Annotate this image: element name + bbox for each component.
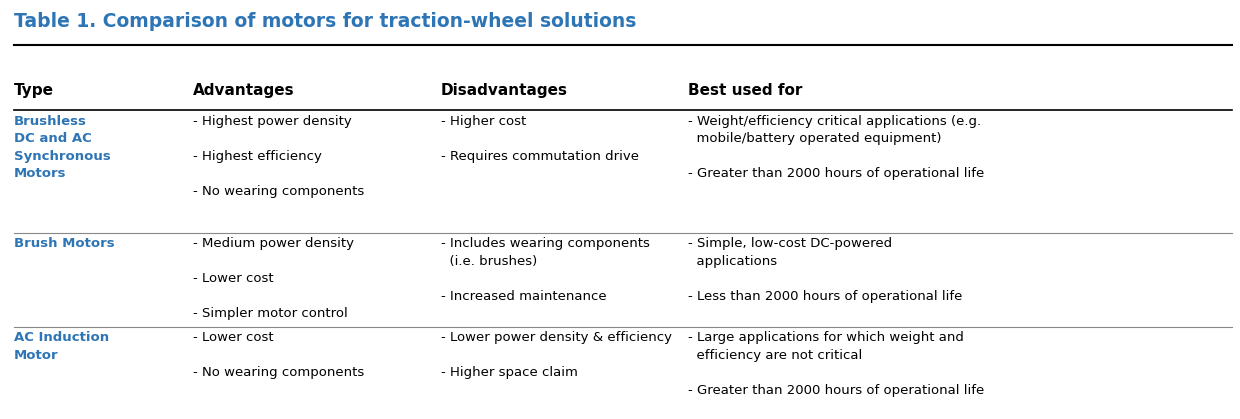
Text: Brush Motors: Brush Motors (14, 238, 114, 251)
Text: Brushless
DC and AC
Synchronous
Motors: Brushless DC and AC Synchronous Motors (14, 115, 110, 180)
Text: - Higher cost

- Requires commutation drive: - Higher cost - Requires commutation dri… (440, 115, 639, 163)
Text: Best used for: Best used for (688, 83, 802, 98)
Text: - Includes wearing components
  (i.e. brushes)

- Increased maintenance: - Includes wearing components (i.e. brus… (440, 238, 650, 303)
Text: Table 1. Comparison of motors for traction-wheel solutions: Table 1. Comparison of motors for tracti… (14, 12, 636, 31)
Text: - Medium power density

- Lower cost

- Simpler motor control: - Medium power density - Lower cost - Si… (193, 238, 355, 321)
Text: - Lower cost

- No wearing components: - Lower cost - No wearing components (193, 331, 365, 379)
Text: - Simple, low-cost DC-powered
  applications

- Less than 2000 hours of operatio: - Simple, low-cost DC-powered applicatio… (688, 238, 962, 303)
Text: - Large applications for which weight and
  efficiency are not critical

- Great: - Large applications for which weight an… (688, 331, 985, 396)
Text: - Highest power density

- Highest efficiency

- No wearing components: - Highest power density - Highest effici… (193, 115, 365, 198)
Text: Advantages: Advantages (193, 83, 295, 98)
Text: - Weight/efficiency critical applications (e.g.
  mobile/battery operated equipm: - Weight/efficiency critical application… (688, 115, 985, 180)
Text: Disadvantages: Disadvantages (440, 83, 568, 98)
Text: - Lower power density & efficiency

- Higher space claim: - Lower power density & efficiency - Hig… (440, 331, 672, 379)
Text: Type: Type (14, 83, 53, 98)
Text: AC Induction
Motor: AC Induction Motor (14, 331, 109, 362)
